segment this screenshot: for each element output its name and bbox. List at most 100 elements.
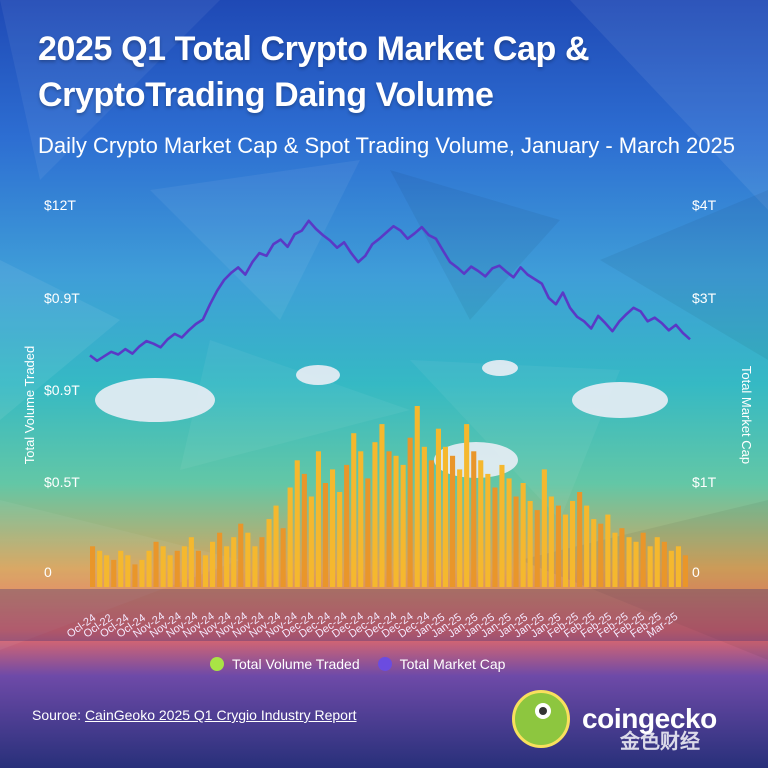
left-axis-tick-label: $0.5T <box>44 474 80 490</box>
volume-bar <box>605 514 611 587</box>
left-axis-tick-label: 0 <box>44 564 52 580</box>
brand-name: coingecko <box>582 703 717 734</box>
volume-bar <box>570 501 576 587</box>
left-axis-tick-label: $12T <box>44 197 76 213</box>
volume-bar <box>358 451 364 587</box>
right-axis-tick-label: $3T <box>692 290 717 306</box>
volume-bar <box>132 564 138 587</box>
volume-bar <box>513 496 519 587</box>
volume-bar <box>146 550 152 587</box>
volume-bar <box>167 555 173 587</box>
volume-bar <box>555 505 561 587</box>
volume-bar <box>457 469 463 587</box>
volume-bar <box>181 546 187 587</box>
volume-bar <box>344 464 350 587</box>
volume-bar <box>640 532 646 587</box>
source-prefix: Souroe: <box>32 707 82 723</box>
volume-bar <box>308 496 314 587</box>
watermark: 金色财经 <box>620 731 700 753</box>
legend-volume-label: Total Volume Traded <box>232 656 360 672</box>
volume-bar <box>174 550 180 587</box>
left-axis-title: Total Volume Traded <box>22 346 37 465</box>
volume-bar <box>372 442 378 587</box>
volume-bar <box>287 487 293 587</box>
volume-bar <box>280 528 286 587</box>
volume-bar <box>562 514 568 587</box>
volume-bar <box>301 473 307 587</box>
volume-bar <box>330 469 336 587</box>
volume-bar <box>647 546 653 587</box>
right-axis-tick-label: $1T <box>692 474 717 490</box>
volume-bar <box>450 455 456 587</box>
volume-bar <box>252 546 258 587</box>
volume-bar <box>584 505 590 587</box>
volume-bar <box>294 460 300 587</box>
volume-bar <box>421 446 427 587</box>
volume-bar <box>407 437 413 587</box>
legend-market-cap-label: Total Market Cap <box>399 656 506 672</box>
market-cap-line <box>89 219 691 363</box>
source-citation: Souroe: CainGeoko 2025 Q1 Crygio Industr… <box>32 707 357 723</box>
volume-bar <box>682 555 688 587</box>
volume-bar <box>245 532 251 587</box>
legend-market-cap-swatch <box>377 657 392 671</box>
volume-bar <box>202 555 208 587</box>
volume-bar <box>527 501 533 587</box>
volume-bar <box>654 537 660 587</box>
volume-bar <box>506 478 512 587</box>
cloud-shape <box>296 365 340 385</box>
volume-bar <box>266 519 272 587</box>
volume-bar <box>499 464 505 587</box>
volume-bar <box>97 550 103 587</box>
volume-bar <box>598 523 604 587</box>
chart-title: 2025 Q1 Total Crypto Market Cap & Crypto… <box>38 30 590 114</box>
source-link[interactable]: CainGeoko 2025 Q1 Crygio Industry Report <box>84 707 357 723</box>
volume-bar <box>224 546 230 587</box>
volume-bar <box>153 541 159 587</box>
volume-bar <box>111 559 117 587</box>
volume-bar <box>386 451 392 587</box>
volume-bar <box>379 424 385 587</box>
volume-bar <box>675 546 681 587</box>
legend-volume-swatch <box>210 657 224 671</box>
volume-bar <box>577 492 583 587</box>
volume-bar <box>591 519 597 587</box>
volume-bar <box>442 446 448 587</box>
volume-bar <box>365 478 371 587</box>
x-axis-band <box>0 589 768 641</box>
volume-bar <box>118 550 124 587</box>
volume-bar <box>485 473 491 587</box>
volume-bar <box>188 537 194 587</box>
volume-bar <box>351 433 357 587</box>
volume-bar <box>668 550 674 587</box>
volume-bar <box>541 469 547 587</box>
volume-bar <box>478 460 484 587</box>
volume-bar <box>661 541 667 587</box>
volume-bar <box>520 483 526 587</box>
volume-bar <box>612 532 618 587</box>
right-axis-tick-label: $4T <box>692 197 717 213</box>
volume-bar <box>315 451 321 587</box>
volume-bar <box>195 550 201 587</box>
cloud-shape <box>482 360 518 376</box>
volume-bar <box>633 541 639 587</box>
market-chart: $12T $0.9T $0.9T $0.5T 0 $4T $3T $1T 0 Total Volu… <box>0 197 768 641</box>
gecko-logo-icon <box>512 690 570 748</box>
volume-bar <box>337 492 343 587</box>
right-axis-tick-label: 0 <box>692 564 700 580</box>
volume-bar <box>259 537 265 587</box>
volume-bar <box>139 559 145 587</box>
volume-bar <box>464 424 470 587</box>
volume-bar <box>160 546 166 587</box>
legend-item-market-cap: Total Market Cap <box>377 656 506 672</box>
cloud-shape <box>572 382 668 418</box>
legend-item-volume: Total Volume Traded <box>210 656 360 672</box>
volume-bar <box>435 428 441 587</box>
cloud-shape <box>95 378 215 422</box>
volume-bar <box>428 460 434 587</box>
volume-bar <box>619 528 625 587</box>
left-axis-tick-label: $0.9T <box>44 382 80 398</box>
volume-bar <box>626 537 632 587</box>
volume-bar <box>414 406 420 587</box>
volume-bar <box>125 555 131 587</box>
